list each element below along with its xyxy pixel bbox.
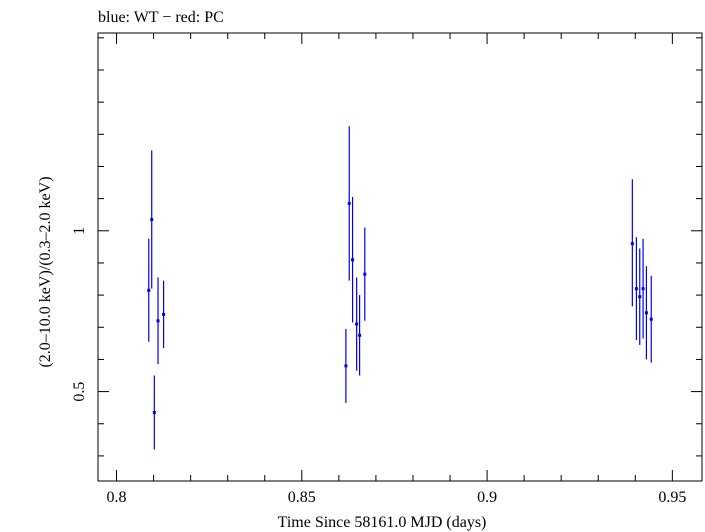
y-axis-label: (2.0–10.0 keV)/(0.3–2.0 keV) [37,176,54,367]
data-point [351,258,355,262]
data-point [147,288,151,292]
data-point [347,201,351,205]
x-tick-label: 0.85 [288,489,316,506]
x-axis-label: Time Since 58161.0 MJD (days) [278,514,487,531]
data-point [641,287,645,291]
data-point [634,287,638,291]
data-point [152,410,156,414]
data-point [162,312,166,316]
axis-ticks: 0.8 0.85 0.9 0.95 0.5 1 [71,33,702,506]
data-point [150,218,154,222]
x-tick-label: 0.95 [658,489,686,506]
plot-frame [97,32,703,482]
data-point [630,242,634,246]
data-point [638,295,642,299]
data-point [355,322,359,326]
data-point [358,333,362,337]
data-point [344,364,348,368]
data-marks [147,126,653,450]
data-point [363,272,367,276]
x-tick-label: 0.8 [107,489,127,506]
y-tick-label: 0.5 [71,382,88,402]
data-point [156,319,160,323]
data-point [649,317,653,321]
data-point [644,311,648,315]
chart-title: blue: WT − red: PC [98,9,224,26]
y-tick-label: 1 [71,227,88,235]
x-tick-label: 0.9 [477,489,497,506]
